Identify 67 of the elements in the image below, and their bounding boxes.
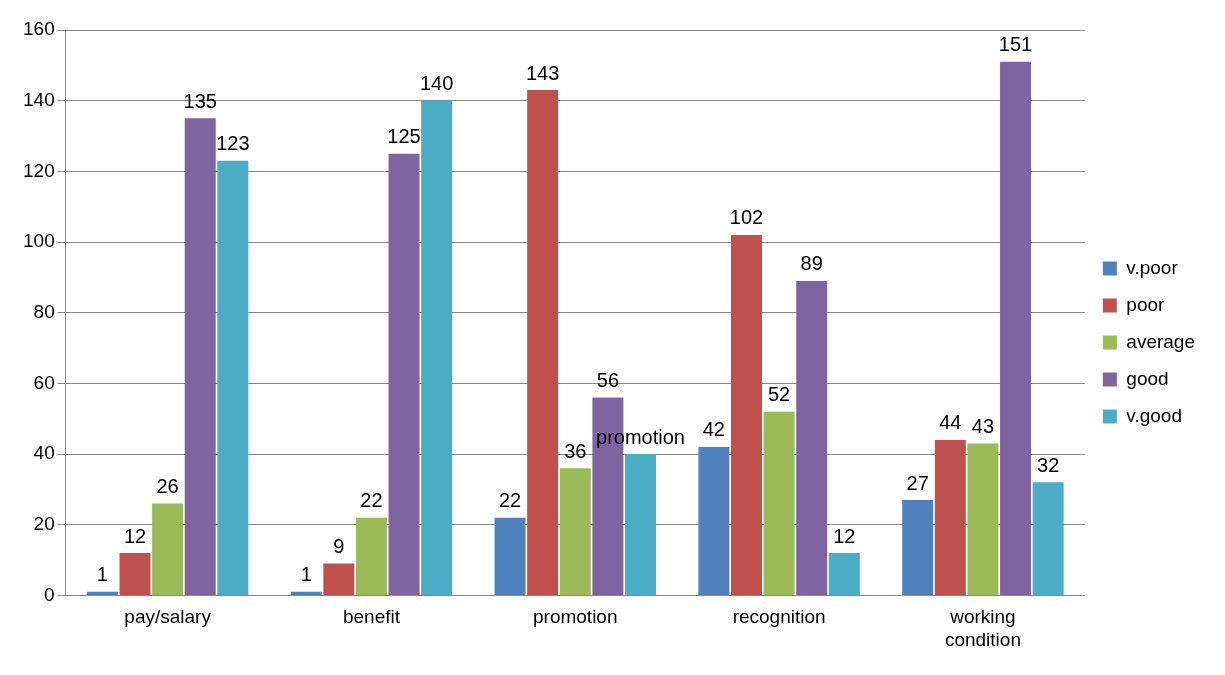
y-tick-label: 40 (33, 442, 55, 464)
x-tick-label: pay/salary (124, 606, 212, 628)
bar (184, 118, 216, 595)
x-tick-label: benefit (342, 606, 401, 628)
data-label: 56 (596, 369, 620, 392)
data-label: 1 (96, 563, 108, 586)
data-label: 102 (729, 206, 764, 229)
y-tick-label: 60 (33, 371, 55, 393)
data-label: 1 (300, 563, 312, 586)
bar (527, 90, 559, 595)
data-label: 42 (702, 418, 725, 441)
data-label: 135 (183, 89, 217, 112)
legend-label: poor (1126, 293, 1166, 315)
bar (355, 517, 387, 595)
bar (1000, 61, 1032, 595)
y-tick-label: 140 (23, 88, 55, 110)
data-label: 43 (971, 414, 995, 437)
bar (119, 553, 151, 595)
legend-label: good (1126, 367, 1169, 389)
data-label: 27 (906, 471, 929, 494)
bar (625, 454, 656, 595)
data-label: 123 (216, 132, 250, 155)
legend-label: average (1126, 330, 1196, 352)
data-label: 12 (833, 524, 856, 547)
bar (86, 591, 118, 595)
bar (217, 160, 249, 595)
data-label: 22 (360, 489, 383, 512)
y-tick-label: 0 (44, 583, 55, 605)
y-tick-label: 120 (23, 159, 55, 181)
data-label: 143 (525, 61, 560, 84)
legend-label: v.good (1126, 404, 1182, 426)
data-label: 140 (419, 72, 454, 95)
bar (698, 446, 730, 595)
data-label: 32 (1037, 453, 1060, 476)
legend-label: v.poor (1126, 256, 1179, 278)
bar (967, 443, 999, 595)
data-label: 125 (387, 125, 421, 148)
x-tick-label: promotion (533, 606, 618, 628)
bar (388, 153, 420, 595)
data-label: 12 (123, 524, 147, 547)
x-tick-label: working condition (944, 606, 1021, 650)
data-label: 26 (156, 475, 179, 498)
data-label: 9 (333, 535, 345, 558)
data-label: 22 (498, 489, 522, 512)
bar (323, 563, 355, 595)
data-label: 36 (564, 439, 587, 462)
data-label: 89 (800, 252, 823, 275)
bar (421, 100, 453, 595)
y-tick-label: 100 (23, 230, 55, 252)
bar (290, 591, 322, 595)
bar (902, 499, 934, 595)
data-label: 151 (998, 33, 1033, 56)
data-label: 44 (939, 411, 962, 434)
bar (1032, 482, 1064, 595)
bar (763, 411, 795, 595)
data-label: 52 (767, 383, 791, 406)
bar (828, 553, 860, 595)
bar (796, 280, 828, 595)
bar (934, 439, 966, 595)
y-tick-label: 80 (33, 300, 55, 322)
y-tick-label: 20 (33, 512, 55, 534)
bar (152, 503, 184, 595)
bar (559, 468, 591, 595)
bar (494, 517, 526, 595)
bar (730, 234, 762, 595)
x-tick-label: recognition (732, 606, 826, 628)
y-tick-label: 160 (23, 18, 55, 40)
